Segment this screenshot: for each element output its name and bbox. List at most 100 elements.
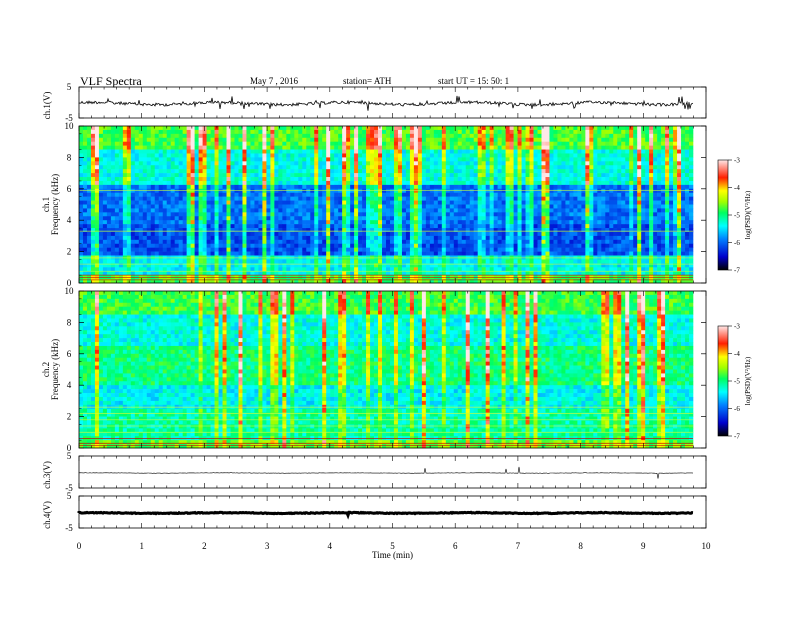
ch1-spectrogram-cell [190, 196, 195, 201]
ch1-spectrogram-cell [469, 231, 475, 237]
ch1-spectrogram-cell [246, 243, 251, 248]
ch1-spectrogram-cell [106, 251, 112, 256]
ch1-spectrogram-cell [330, 169, 335, 174]
ch1-spectrogram-cell [485, 141, 490, 146]
ch1-spectrogram-cell [118, 137, 124, 142]
ch1-spectrogram-cell [397, 224, 403, 229]
ch1-spectrogram-cell [170, 184, 175, 190]
ch1-spectrogram-cell [417, 204, 423, 209]
ch1-spectrogram-cell [577, 133, 582, 139]
ch1-spectrogram-cell [589, 180, 594, 186]
ch1-spectrogram-cell [521, 177, 526, 182]
ch1-spectrogram-cell [362, 165, 367, 170]
ch1-spectrogram-cell [513, 137, 518, 142]
ch1-spectrogram-cell [421, 224, 427, 229]
ch1-spectrogram-cell [577, 231, 582, 237]
ch1-spectrogram-cell [294, 239, 299, 245]
ch1-spectrogram-cell [569, 145, 574, 150]
ch1-spectrogram-cell [354, 247, 359, 252]
ch1-spectrogram-cell [533, 145, 538, 150]
ch1-spectrogram-cell [258, 141, 263, 146]
ch1-spectrogram-cell [302, 184, 307, 190]
ch1-spectrogram-cell [386, 145, 391, 150]
ch1-spectrogram-cell [298, 196, 303, 201]
ch1-spectrogram-cell [354, 141, 359, 146]
ch1-spectrogram-cell [673, 231, 678, 237]
ch1-spectrogram-cell [561, 239, 566, 245]
ch1-spectrogram-cell [525, 247, 530, 252]
ch1-spectrogram-cell [334, 239, 339, 245]
ch1-spectrogram-cell [150, 180, 156, 186]
ch1-spectrogram-cell [553, 243, 558, 248]
ch1-spectrogram-cell [358, 204, 363, 209]
ch1-spectrogram-cell [378, 180, 383, 186]
ch1-spectrogram-cell [537, 200, 542, 205]
ch1-spectrogram-cell [166, 216, 171, 221]
ch1-spectrogram-cell [561, 161, 566, 166]
ch1-spectrogram-cell [146, 153, 152, 158]
ch1-spectrogram-cell [206, 212, 211, 217]
ch1-spectrogram-cell [521, 126, 526, 131]
ch1-spectrogram-cell [98, 177, 104, 182]
ch1-spectrogram-cell [330, 204, 335, 209]
ch1-spectrogram-cell [613, 133, 618, 139]
ch1-spectrogram-cell [689, 212, 694, 217]
ch1-spectrogram-cell [234, 247, 239, 252]
ch1-spectrogram-cell [386, 231, 391, 237]
ch1-spectrogram-cell [370, 235, 375, 241]
ch1-spectrogram-cell [122, 188, 128, 194]
ch1-spectrogram-cell [641, 129, 646, 135]
ch1-spectrogram-cell [569, 188, 574, 194]
ch1-spectrogram-cell [685, 208, 690, 213]
ch1-spectrogram-cell [90, 129, 96, 135]
ch1-spectrogram-cell [274, 177, 279, 182]
ch1-spectrogram-cell [581, 145, 586, 150]
ch1-spectrogram-cell [230, 224, 235, 229]
ch1-spectrogram-cell [473, 129, 478, 135]
ch1-spectrogram-cell [202, 129, 207, 135]
ch1-spectrogram-cell [138, 200, 144, 205]
ch1-spectrogram-cell [509, 149, 514, 154]
ch1-spectrogram-cell [190, 188, 195, 194]
ch1-spectrogram-cell [473, 157, 478, 162]
ch1-spectrogram-cell [673, 188, 678, 194]
ch1-spectrogram-cell [517, 161, 522, 166]
ch1-spectrogram-cell [126, 192, 132, 197]
ch1-spectrogram-cell [477, 235, 482, 241]
ch1-spectrogram-cell [609, 204, 614, 209]
ch1-spectrogram-cell [641, 188, 646, 194]
ch1-spectrogram-cell [541, 243, 546, 248]
ch1-spectrogram-cell [366, 231, 371, 237]
ch1-spectrogram-cell [529, 200, 534, 205]
ch1-spectrogram-cell [613, 153, 618, 158]
ch1-spectrogram-cell [537, 235, 542, 241]
ch1-spectrogram-cell [138, 180, 144, 186]
ch1-spectrogram-cell [405, 188, 411, 194]
ch1-spectrogram-cell [314, 133, 319, 139]
ch1-spectrogram-cell [453, 184, 459, 190]
ch1-spectrogram-cell [298, 247, 303, 252]
ch1-spectrogram-cell [665, 180, 670, 186]
ch1-spectrogram-cell [79, 149, 84, 154]
ch1-spectrogram-cell [581, 157, 586, 162]
ch1-spectrogram-cell [266, 157, 271, 162]
ch1-spectrogram-cell [166, 149, 171, 154]
ch1-spectrogram-cell [597, 137, 602, 142]
ch1-spectrogram-cell [110, 161, 116, 166]
ch1-spectrogram-cell [573, 180, 578, 186]
ch1-spectrogram-cell [374, 239, 379, 245]
ch1-spectrogram-cell [102, 243, 108, 248]
ch1-spectrogram-cell [657, 137, 662, 142]
ch1-spectrogram-cell [573, 169, 578, 174]
ch1-spectrogram-cell [505, 192, 510, 197]
ch1-spectrogram-cell [150, 137, 156, 142]
ch1-spectrogram-cell [417, 145, 423, 150]
ch1-spectrogram-cell [689, 141, 694, 146]
ch1-spectrogram-cell [238, 196, 243, 201]
ch1-spectrogram-cell [549, 228, 554, 233]
ch1-spectrogram-cell [649, 153, 654, 158]
ch1-spectrogram-cell [489, 161, 494, 166]
ch1-spectrogram-cell [286, 173, 291, 178]
ch1-spectrogram-cell [134, 149, 140, 154]
ch1-spectrogram-cell [142, 239, 148, 245]
